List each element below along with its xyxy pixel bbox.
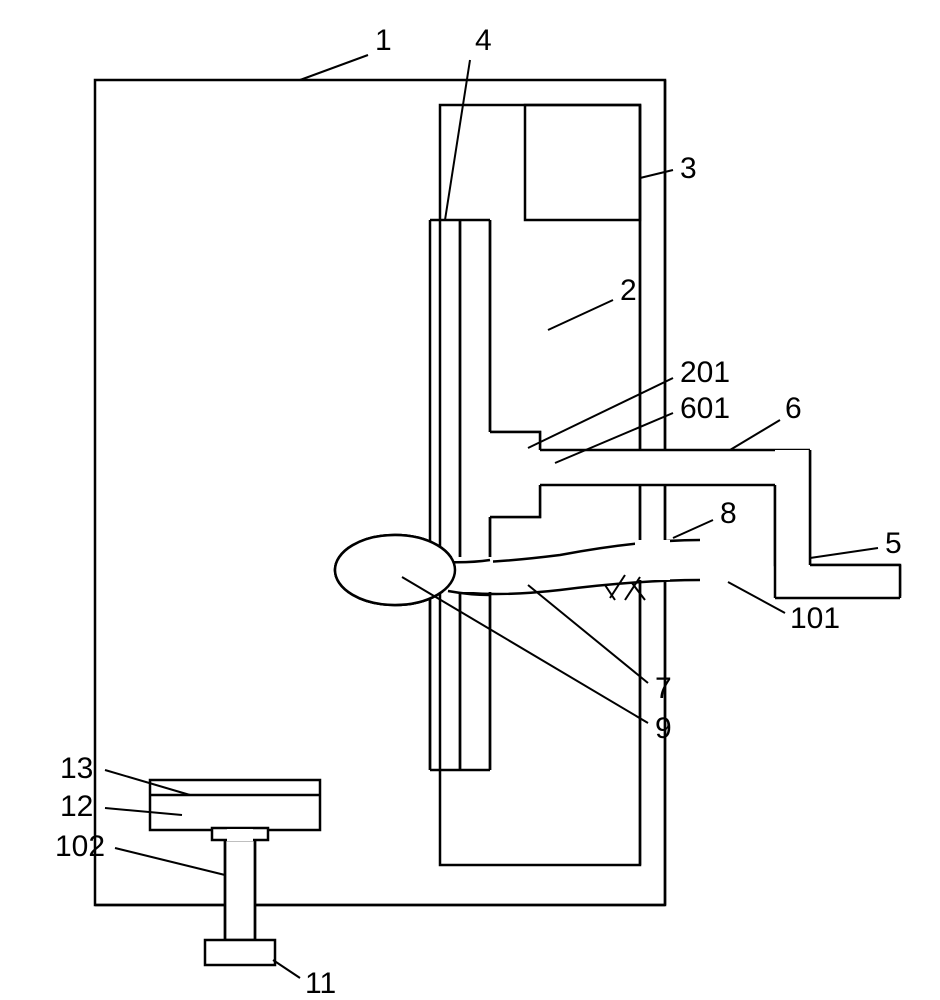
label-8: 8 [720, 497, 737, 530]
label-13: 13 [60, 752, 93, 785]
pipe-6-mask [540, 450, 810, 485]
label-1: 1 [375, 24, 392, 57]
label-11: 11 [305, 967, 336, 1000]
label-201: 201 [680, 356, 730, 389]
label-102: 102 [55, 830, 105, 863]
technical-diagram-svg: 1 4 3 2 201 601 6 5 101 8 7 9 13 12 102 … [0, 0, 940, 1000]
label-4: 4 [475, 24, 492, 57]
stem-102 [225, 830, 255, 940]
hatch-8b [625, 577, 640, 600]
label-101: 101 [790, 602, 840, 635]
label-601: 601 [680, 392, 730, 425]
label-12: 12 [60, 790, 93, 823]
component-12 [150, 780, 320, 830]
label-2: 2 [620, 274, 637, 307]
hatch-8d [632, 583, 645, 600]
label-6: 6 [785, 392, 802, 425]
component-3 [525, 105, 640, 220]
diagram-container: 1 4 3 2 201 601 6 5 101 8 7 9 13 12 102 … [0, 0, 940, 1000]
label-5: 5 [885, 527, 902, 560]
foot-11 [205, 940, 275, 965]
label-3: 3 [680, 152, 697, 185]
label-9: 9 [655, 712, 672, 745]
label-7: 7 [655, 672, 672, 705]
